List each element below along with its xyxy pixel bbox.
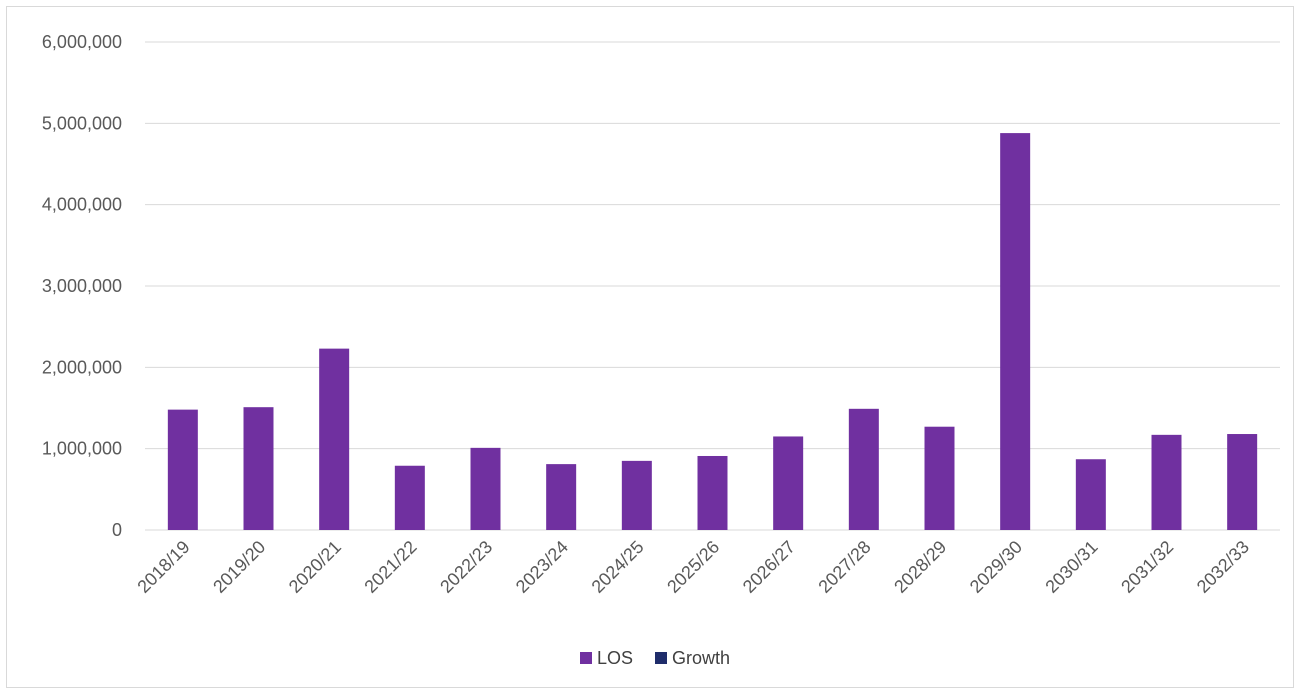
bar-2022-23 bbox=[470, 447, 501, 530]
x-tick-label: 2024/25 bbox=[588, 537, 648, 597]
x-tick-label: 2030/31 bbox=[1042, 537, 1102, 597]
x-tick-label: 2020/21 bbox=[285, 537, 345, 597]
bar-2018-19 bbox=[167, 409, 198, 530]
bar-2019-20 bbox=[243, 407, 274, 530]
x-tick-label: 2021/22 bbox=[361, 537, 421, 597]
y-tick-label: 0 bbox=[112, 520, 122, 540]
bar-2025-26 bbox=[697, 455, 728, 530]
y-tick-label: 6,000,000 bbox=[42, 32, 122, 52]
legend-label-growth: Growth bbox=[672, 648, 730, 668]
x-tick-label: 2031/32 bbox=[1117, 537, 1177, 597]
legend-swatch-los bbox=[580, 652, 592, 664]
bar-2029-30 bbox=[1000, 133, 1031, 531]
x-tick-label: 2032/33 bbox=[1193, 537, 1253, 597]
x-tick-label: 2025/26 bbox=[663, 537, 723, 597]
bar-2028-29 bbox=[924, 426, 955, 530]
legend-swatch-growth bbox=[655, 652, 667, 664]
x-tick-label: 2028/29 bbox=[890, 537, 950, 597]
y-tick-label: 1,000,000 bbox=[42, 439, 122, 459]
y-tick-label: 5,000,000 bbox=[42, 113, 122, 133]
legend-label-los: LOS bbox=[597, 648, 633, 668]
bar-2030-31 bbox=[1075, 459, 1106, 530]
bar-2020-21 bbox=[319, 348, 350, 530]
bar-2026-27 bbox=[773, 436, 804, 530]
x-tick-label: 2029/30 bbox=[966, 537, 1026, 597]
x-tick-label: 2027/28 bbox=[815, 537, 875, 597]
bar-2023-24 bbox=[546, 464, 577, 530]
bar-2032-33 bbox=[1227, 434, 1258, 530]
chart-frame bbox=[6, 6, 1294, 688]
bar-2027-28 bbox=[848, 408, 879, 530]
x-tick-label: 2018/19 bbox=[134, 537, 194, 597]
x-tick-label: 2026/27 bbox=[739, 537, 799, 597]
y-tick-label: 2,000,000 bbox=[42, 357, 122, 377]
y-tick-label: 4,000,000 bbox=[42, 195, 122, 215]
bar-2024-25 bbox=[621, 460, 652, 530]
bar-2021-22 bbox=[394, 465, 425, 530]
y-tick-label: 3,000,000 bbox=[42, 276, 122, 296]
x-tick-label: 2022/23 bbox=[436, 537, 496, 597]
x-tick-label: 2023/24 bbox=[512, 537, 572, 597]
bar-2031-32 bbox=[1151, 434, 1182, 530]
x-tick-label: 2019/20 bbox=[209, 537, 269, 597]
